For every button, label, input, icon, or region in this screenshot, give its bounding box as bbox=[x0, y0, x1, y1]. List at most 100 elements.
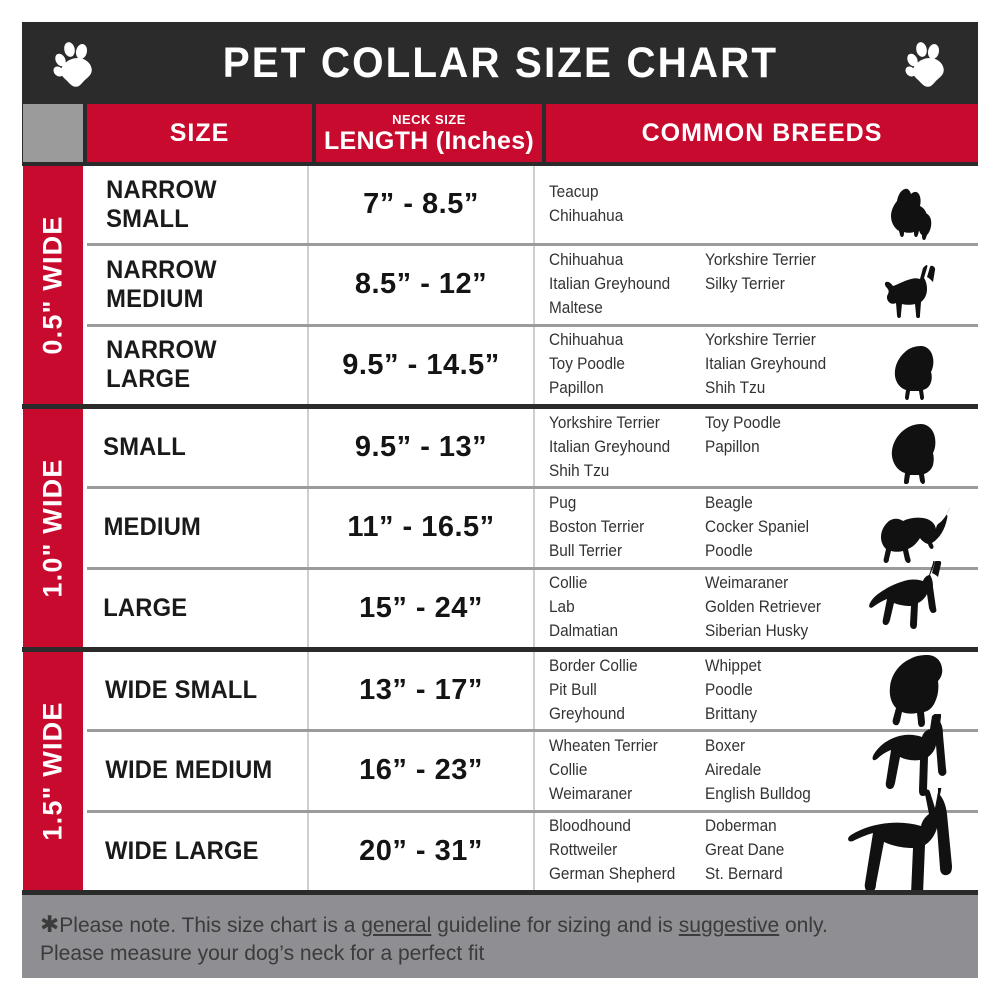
paw-print-icon bbox=[52, 40, 98, 88]
section-label-wide-text: 1.5" WIDE bbox=[37, 701, 68, 841]
breed-column-2: Beagle Cocker Spaniel Poodle bbox=[705, 494, 810, 560]
cell-length: 15” - 24” bbox=[309, 569, 535, 647]
size-label: WIDE MEDIUM bbox=[105, 756, 273, 785]
cell-breeds: Wheaten Terrier Collie Weimaraner Boxer Air… bbox=[535, 713, 978, 809]
pomeranian-silhouette bbox=[847, 338, 972, 402]
table-row: LARGE 15” - 24” Collie Lab Dalmatian Weima… bbox=[87, 560, 978, 647]
section-label-narrow-text: 0.5" WIDE bbox=[37, 215, 68, 355]
breed-column-1: Wheaten Terrier Collie Weimaraner bbox=[549, 737, 658, 803]
size-label: LARGE bbox=[103, 593, 188, 622]
cell-size: SMALL bbox=[87, 409, 309, 487]
footer-text-b: guideline for sizing and is bbox=[431, 914, 679, 937]
table-row: NARROW LARGE 9.5” - 14.5” Chihuahua Toy P… bbox=[87, 326, 978, 404]
breed-column-2: Whippet Poodle Brittany bbox=[705, 656, 762, 723]
cell-size: WIDE SMALL bbox=[87, 652, 309, 730]
breed-column-1: Teacup Chihuahua bbox=[549, 182, 624, 225]
breed-column-2: Weimaraner Golden Retriever Siberian Husky bbox=[705, 574, 822, 641]
cell-breeds: Collie Lab Dalmatian Weimaraner Golden Retr… bbox=[535, 560, 978, 647]
table-row: WIDE LARGE 20” - 31” Bloodhound Rottweile… bbox=[87, 787, 978, 902]
paw-print-icon bbox=[904, 40, 950, 88]
cell-breeds: Chihuahua Italian Greyhound Maltese Yorksh… bbox=[535, 246, 978, 323]
table-row: NARROW SMALL 7” - 8.5” Teacup Chihuahua bbox=[87, 166, 978, 247]
section-standard: 1.0" WIDE SMALL 9.5” - 13” Yorkshire Ter… bbox=[22, 404, 978, 647]
size-label: NARROW LARGE bbox=[106, 336, 217, 394]
size-label: WIDE SMALL bbox=[105, 676, 258, 705]
cell-size: WIDE MEDIUM bbox=[87, 732, 309, 810]
footer-underline-suggestive: suggestive bbox=[678, 914, 780, 937]
breed-column-1: Chihuahua Toy Poodle Papillon bbox=[549, 331, 625, 398]
section-rows-narrow: NARROW SMALL 7” - 8.5” Teacup Chihuahua bbox=[87, 166, 978, 404]
breed-column-1: Yorkshire Terrier Italian Greyhound Shih T… bbox=[549, 413, 671, 480]
footer-line-1: ✱Please note. This size chart is a gener… bbox=[40, 909, 960, 940]
cell-length: 9.5” - 13” bbox=[309, 409, 535, 487]
table-row: SMALL 9.5” - 13” Yorkshire Terrier Italia… bbox=[87, 409, 978, 490]
cell-breeds: Chihuahua Toy Poodle Papillon Yorkshire Te… bbox=[535, 327, 978, 404]
footer-underline-general: general bbox=[361, 914, 432, 937]
table-body: 0.5" WIDE NARROW SMALL 7” - 8.5” Teacup C… bbox=[22, 166, 978, 902]
size-label: WIDE LARGE bbox=[105, 836, 259, 865]
cell-size: LARGE bbox=[87, 569, 309, 647]
table-row: WIDE SMALL 13” - 17” Border Collie Pit Bu… bbox=[87, 652, 978, 733]
size-label: NARROW MEDIUM bbox=[106, 255, 217, 313]
bulldog-silhouette bbox=[847, 649, 972, 728]
beagle-silhouette bbox=[847, 503, 972, 565]
page-title: PET COLLAR SIZE CHART bbox=[222, 38, 778, 87]
header-corner-blank bbox=[23, 104, 83, 162]
section-label-narrow: 0.5" WIDE bbox=[23, 166, 83, 404]
breed-column-1: Chihuahua Italian Greyhound Maltese bbox=[549, 251, 671, 317]
column-header-size: SIZE bbox=[87, 104, 312, 162]
column-header-length: NECK SIZE LENGTH (Inches) bbox=[316, 104, 542, 162]
asterisk-icon: ✱ bbox=[40, 911, 60, 937]
cell-length: 7” - 8.5” bbox=[309, 166, 535, 244]
cell-breeds: Bloodhound Rottweiler German Shepherd Dobe… bbox=[535, 787, 978, 902]
cell-size: NARROW SMALL bbox=[87, 166, 309, 244]
column-header-length-label: LENGTH (Inches) bbox=[323, 126, 535, 155]
footer-text-a: Please note. This size chart is a bbox=[59, 914, 362, 937]
breed-column-2: Toy Poodle Papillon bbox=[705, 413, 781, 456]
cell-length: 11” - 16.5” bbox=[309, 489, 535, 567]
column-header-neck-size-label: NECK SIZE bbox=[392, 111, 466, 127]
shepherd-silhouette bbox=[847, 560, 972, 645]
table-header-row: SIZE NECK SIZE LENGTH (Inches) COMMON BR… bbox=[22, 104, 978, 166]
size-label: SMALL bbox=[103, 433, 186, 462]
footer-text-c: only. bbox=[779, 914, 828, 937]
cell-length: 13” - 17” bbox=[309, 652, 535, 730]
breed-column-2: Yorkshire Terrier Italian Greyhound Shih T… bbox=[705, 331, 827, 398]
breed-column-1: Pug Boston Terrier Bull Terrier bbox=[549, 494, 645, 560]
yorkshire-terrier-silhouette bbox=[847, 185, 972, 241]
breed-column-2: Doberman Great Dane St. Bernard bbox=[705, 817, 785, 884]
breed-column-1: Border Collie Pit Bull Greyhound bbox=[549, 656, 638, 723]
cell-length: 20” - 31” bbox=[309, 812, 535, 890]
section-wide: 1.5" WIDE WIDE SMALL 13” - 17” Border Co… bbox=[22, 647, 978, 902]
section-rows-wide: WIDE SMALL 13” - 17” Border Collie Pit Bu… bbox=[87, 652, 978, 902]
table-row: WIDE MEDIUM 16” - 23” Wheaten Terrier Col… bbox=[87, 713, 978, 813]
cell-breeds: Border Collie Pit Bull Greyhound Whippet Po… bbox=[535, 652, 978, 729]
footer-line-2: Please measure your dog’s neck for a per… bbox=[40, 942, 485, 966]
section-narrow: 0.5" WIDE NARROW SMALL 7” - 8.5” Teacup C… bbox=[22, 166, 978, 404]
table-row: MEDIUM 11” - 16.5” Pug Boston Terrier Bull… bbox=[87, 489, 978, 570]
breed-column-1: Bloodhound Rottweiler German Shepherd bbox=[549, 817, 676, 884]
breed-column-2: Boxer Airedale English Bulldog bbox=[705, 737, 811, 803]
breed-column-2: Yorkshire Terrier Silky Terrier bbox=[705, 251, 816, 294]
cell-size: NARROW MEDIUM bbox=[87, 246, 309, 324]
cell-size: MEDIUM bbox=[87, 489, 309, 567]
footer-note: ✱Please note. This size chart is a gener… bbox=[22, 890, 978, 978]
size-label: MEDIUM bbox=[103, 513, 202, 542]
section-label-standard: 1.0" WIDE bbox=[23, 409, 83, 647]
breed-column-1: Collie Lab Dalmatian bbox=[549, 574, 619, 641]
cell-breeds: Teacup Chihuahua bbox=[535, 166, 978, 243]
size-label: NARROW SMALL bbox=[106, 175, 217, 233]
pomeranian-silhouette bbox=[847, 416, 972, 485]
column-header-breeds: COMMON BREEDS bbox=[546, 104, 978, 162]
section-label-standard-text: 1.0" WIDE bbox=[37, 458, 68, 598]
cell-size: WIDE LARGE bbox=[87, 812, 309, 890]
cell-length: 9.5” - 14.5” bbox=[309, 326, 535, 404]
cell-size: NARROW LARGE bbox=[87, 326, 309, 404]
table-row: NARROW MEDIUM 8.5” - 12” Chihuahua Italia… bbox=[87, 246, 978, 327]
cell-length: 16” - 23” bbox=[309, 732, 535, 810]
section-rows-standard: SMALL 9.5” - 13” Yorkshire Terrier Italia… bbox=[87, 409, 978, 647]
section-label-wide: 1.5" WIDE bbox=[23, 652, 83, 890]
chart-title-bar: PET COLLAR SIZE CHART bbox=[22, 22, 978, 104]
column-header-size-label: SIZE bbox=[169, 118, 230, 147]
chihuahua-silhouette bbox=[847, 262, 972, 322]
